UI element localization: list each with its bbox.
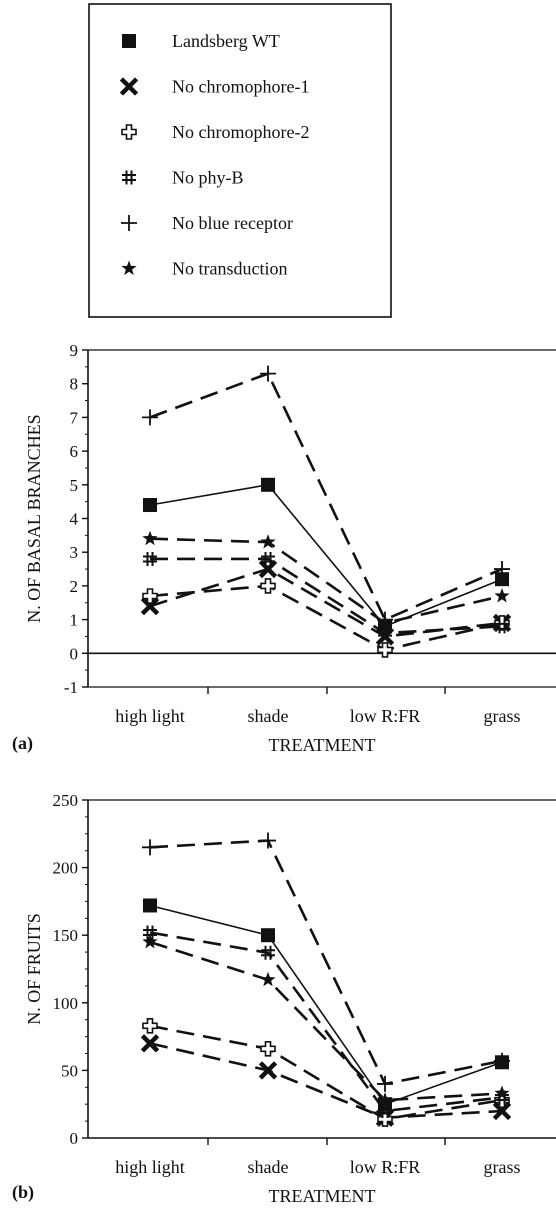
data-point <box>260 578 276 594</box>
series-line <box>149 1042 503 1120</box>
y-tick-label: 9 <box>70 341 79 360</box>
x-axis-title: TREATMENT <box>269 1186 376 1206</box>
series-line <box>149 537 503 625</box>
data-point <box>378 1103 392 1118</box>
data-point <box>494 588 510 603</box>
series-line <box>149 931 503 1113</box>
legend-marker-plus <box>121 215 137 231</box>
data-point <box>142 588 158 604</box>
y-tick-label: 4 <box>70 510 79 529</box>
data-point <box>261 551 275 566</box>
y-tick-label: 7 <box>70 408 79 427</box>
chart-panel-b: 0 50 100 150 200 250 high light shade low R:FR gr… <box>12 791 556 1206</box>
y-tick-label: 0 <box>70 1129 79 1148</box>
y-tick-label: 200 <box>53 859 79 878</box>
series-line <box>149 371 503 622</box>
legend-marker-star <box>121 260 137 275</box>
data-point <box>377 1075 393 1092</box>
x-axis-title: TREATMENT <box>269 735 376 755</box>
data-point <box>378 626 392 641</box>
legend-marker-hash <box>122 170 136 185</box>
legend: Landsberg WT No chromophore-1 No chromopho… <box>88 3 392 318</box>
data-point <box>492 1101 512 1121</box>
y-tick-label: 100 <box>53 994 79 1013</box>
x-tick-label: low R:FR <box>350 706 421 726</box>
data-point <box>377 614 393 630</box>
data-point <box>495 572 509 587</box>
data-point <box>143 498 157 513</box>
x-tick-label: grass <box>484 1157 521 1177</box>
y-tick-label: 6 <box>70 442 79 461</box>
x-tick-label: shade <box>248 1157 289 1177</box>
legend-marker-filled-square <box>122 34 136 48</box>
y-tick-label: 50 <box>61 1061 78 1080</box>
y-tick-label: 2 <box>70 577 79 596</box>
y-axis-title: N. OF FRUITS <box>24 913 44 1025</box>
data-point <box>260 971 276 987</box>
data-point <box>377 1092 393 1107</box>
y-tick-label: 1 <box>70 611 79 630</box>
legend-label: No transduction <box>172 259 287 279</box>
x-tick-label: high light <box>115 706 185 726</box>
x-tick-label: shade <box>248 706 289 726</box>
legend-box <box>88 3 392 318</box>
data-point <box>494 1085 510 1100</box>
y-tick-label: 3 <box>70 543 79 562</box>
y-tick-label: 150 <box>53 926 79 945</box>
data-point <box>258 1061 278 1080</box>
panel-label: (a) <box>12 733 33 754</box>
y-axis-title: N. OF BASAL BRANCHES <box>24 414 44 622</box>
legend-label: No chromophore-1 <box>172 77 309 97</box>
series-line <box>149 1024 503 1121</box>
data-point <box>142 839 158 856</box>
series-line <box>149 483 503 628</box>
x-tick-label: high light <box>115 1157 185 1177</box>
data-point <box>260 832 276 849</box>
x-tick-label: grass <box>484 706 521 726</box>
y-tick-label: 5 <box>70 476 79 495</box>
data-point <box>260 365 276 382</box>
series-line <box>150 557 503 635</box>
data-point <box>494 1052 510 1069</box>
legend-label: Landsberg WT <box>172 31 280 51</box>
y-tick-label: -1 <box>64 678 78 697</box>
data-point <box>140 1034 160 1053</box>
legend-marker-bold-x <box>119 77 139 96</box>
data-point <box>142 933 158 949</box>
data-point <box>260 534 276 549</box>
y-tick-label: 250 <box>53 791 79 810</box>
data-point <box>495 619 509 634</box>
data-point <box>140 596 160 616</box>
data-point <box>143 551 157 566</box>
data-point <box>494 561 510 578</box>
series-line <box>149 584 503 652</box>
y-tick-label: 0 <box>70 644 79 663</box>
data-point <box>142 409 158 426</box>
chart-panel-a: -1 0 1 2 3 4 5 6 7 8 9 high light shade low R:FR grass… <box>12 341 556 755</box>
series-line <box>149 940 503 1102</box>
data-point <box>261 928 275 943</box>
data-point <box>143 898 157 913</box>
panel-label: (b) <box>12 1182 34 1203</box>
series-line <box>149 567 503 638</box>
legend-label: No blue receptor <box>172 213 293 233</box>
y-tick-label: 8 <box>70 375 79 394</box>
data-point <box>261 945 275 960</box>
x-tick-label: low R:FR <box>350 1157 421 1177</box>
data-point <box>142 530 158 546</box>
data-point <box>260 1040 276 1057</box>
data-point <box>142 1017 158 1034</box>
series-line <box>149 904 503 1106</box>
data-point <box>261 477 275 492</box>
data-point <box>377 642 393 658</box>
data-point <box>258 559 278 579</box>
series-line <box>149 839 503 1086</box>
legend-label: No phy-B <box>172 168 244 188</box>
legend-label: No chromophore-2 <box>172 122 309 142</box>
legend-marker-open-cross <box>121 124 137 140</box>
